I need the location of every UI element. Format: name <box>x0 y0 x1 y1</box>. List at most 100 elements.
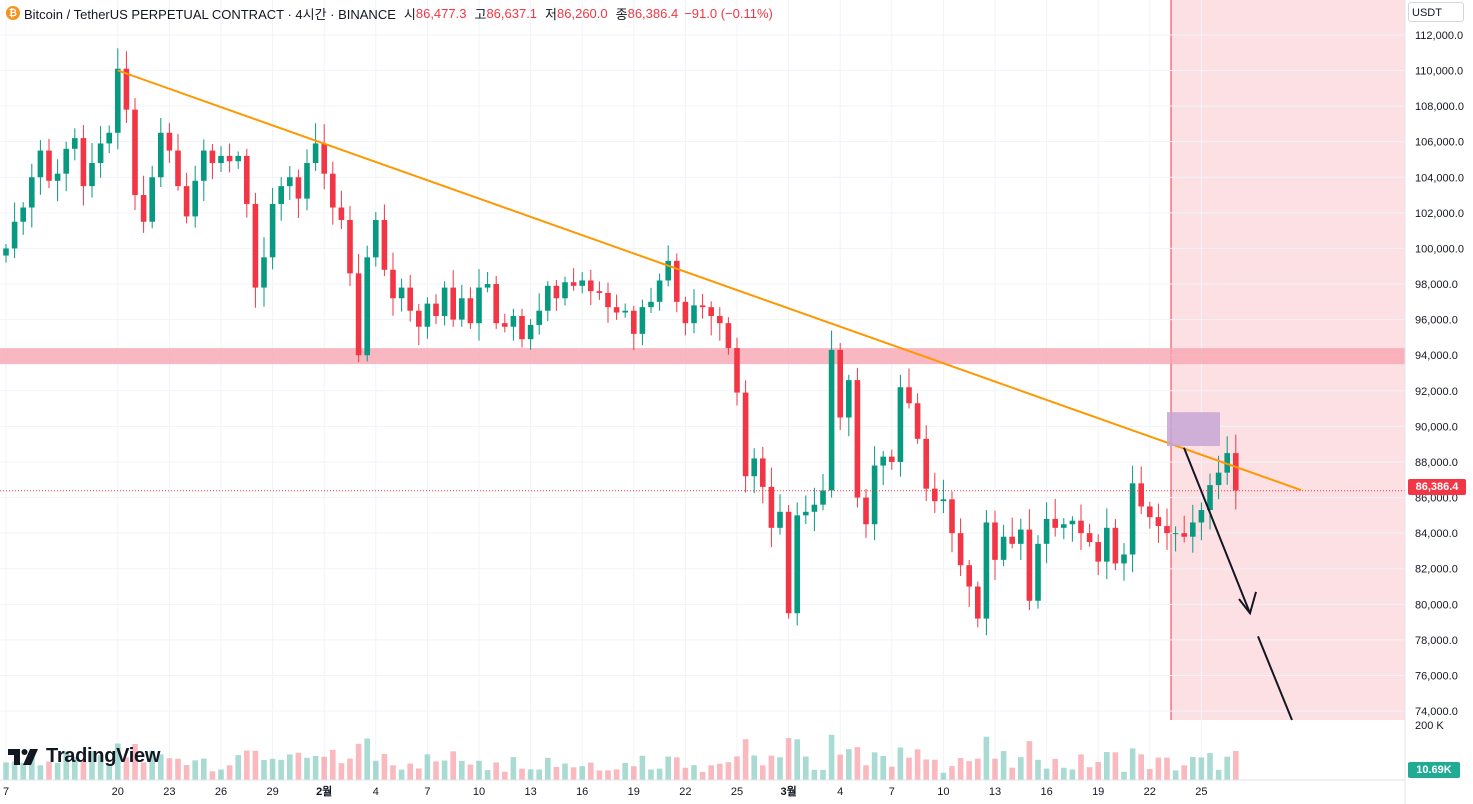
time-axis-tick-label: 3월 <box>780 784 796 798</box>
volume-bar <box>1000 751 1007 780</box>
candle-body <box>123 68 130 110</box>
candle-body <box>1043 518 1050 544</box>
time-axis-tick-label: 22 <box>1144 786 1156 798</box>
volume-bar <box>803 756 809 780</box>
volume-bar <box>106 763 112 780</box>
volume-bar <box>1035 759 1041 780</box>
volume-bar <box>149 750 155 780</box>
volume-bar <box>304 757 310 780</box>
price-axis-tick-label: 98,000.0 <box>1415 279 1458 291</box>
candle-body <box>656 280 663 302</box>
candle-body <box>613 307 620 313</box>
volume-bar <box>742 739 749 780</box>
symbol-title[interactable]: Bitcoin / TetherUS PERPETUAL CONTRACT · … <box>24 6 396 22</box>
candle-body <box>493 284 499 324</box>
price-axis-tick-label: 104,000.0 <box>1415 172 1464 184</box>
candle-body <box>760 458 766 487</box>
candle-body <box>966 565 972 587</box>
volume-bar <box>992 758 998 780</box>
candle-body <box>1190 522 1196 537</box>
candle-body <box>252 203 259 288</box>
volume-bar <box>897 747 904 780</box>
volume-bar <box>510 757 517 780</box>
volume-bar <box>785 738 792 780</box>
volume-bar <box>407 763 413 780</box>
candle-body <box>97 143 104 164</box>
volume-bar <box>252 750 259 780</box>
volume-bar <box>1233 750 1239 780</box>
volume-bar <box>1190 756 1196 780</box>
candle-body <box>562 282 568 299</box>
volume-bar <box>596 770 603 780</box>
candle-body <box>287 177 293 187</box>
volume-bar <box>1095 761 1101 780</box>
volume-bar <box>588 762 594 780</box>
candle-body <box>957 533 964 566</box>
volume-bar <box>54 762 61 780</box>
candle-body <box>1026 529 1033 601</box>
volume-bar <box>1018 757 1024 780</box>
price-axis-tick-label: 94,000.0 <box>1415 350 1458 362</box>
volume-bar <box>20 762 26 780</box>
time-axis-tick-label: 25 <box>731 786 743 798</box>
candle-body <box>596 291 603 293</box>
candle-body <box>1138 483 1144 507</box>
candle-body <box>183 186 190 217</box>
time-axis-tick-label: 19 <box>1092 786 1104 798</box>
high-value: 86,637.1 <box>486 5 538 21</box>
candlestick-series <box>3 48 1239 636</box>
candle-body <box>803 511 809 516</box>
candle-body <box>1198 510 1205 523</box>
volume-last-tag: 10.69K <box>1408 762 1460 778</box>
candle-body <box>1207 485 1213 511</box>
time-axis-tick-label: 4 <box>837 786 843 798</box>
candle-body <box>433 303 439 317</box>
price-axis-tick-label: 86,000.0 <box>1415 493 1458 505</box>
candle-body <box>1061 524 1067 528</box>
volume-bar <box>476 760 482 780</box>
volume-bar <box>613 769 620 780</box>
tradingview-logo[interactable]: TradingView <box>8 745 160 768</box>
candle-body <box>510 316 517 327</box>
time-axis-tick-label: 26 <box>215 786 227 798</box>
candle-body <box>416 310 422 327</box>
candle-body <box>467 298 474 324</box>
volume-bar <box>536 769 542 780</box>
volume-bar <box>1224 756 1230 780</box>
volume-bar <box>441 760 448 780</box>
candle-body <box>854 380 861 498</box>
candle-body <box>235 155 241 162</box>
candle-body <box>398 287 405 299</box>
volume-bar <box>158 754 164 780</box>
volume-bar <box>983 736 990 780</box>
time-axis-tick-label: 13 <box>524 786 536 798</box>
candle-body <box>209 150 216 164</box>
change-value: −91.0 (−0.11%) <box>684 5 773 21</box>
candle-body <box>459 298 465 320</box>
volume-bar <box>484 770 491 780</box>
volume-bar <box>97 755 104 780</box>
volume-bar <box>545 757 551 780</box>
projection-arrow-2 <box>1257 635 1293 721</box>
candle-body <box>1155 517 1162 527</box>
last-price-tag: 86,386.4 <box>1408 479 1466 495</box>
volume-bar <box>794 739 800 780</box>
time-axis-tick-label: 23 <box>163 786 175 798</box>
volume-bar <box>192 760 198 780</box>
currency-selector[interactable]: USDT <box>1408 2 1464 22</box>
candle-body <box>1069 520 1076 525</box>
candle-body <box>132 109 138 196</box>
chart-grid <box>0 0 1405 780</box>
volume-bar <box>1121 771 1127 780</box>
volume-bar <box>906 757 912 780</box>
volume-bar <box>295 752 302 780</box>
candle-body <box>1147 506 1153 518</box>
volume-bar <box>29 756 35 780</box>
rejection-marker-box <box>1167 412 1220 446</box>
candle-body <box>140 195 147 222</box>
candle-body <box>1172 533 1179 535</box>
resistance-zone <box>0 348 1405 365</box>
time-axis-tick-label: 16 <box>1040 786 1052 798</box>
